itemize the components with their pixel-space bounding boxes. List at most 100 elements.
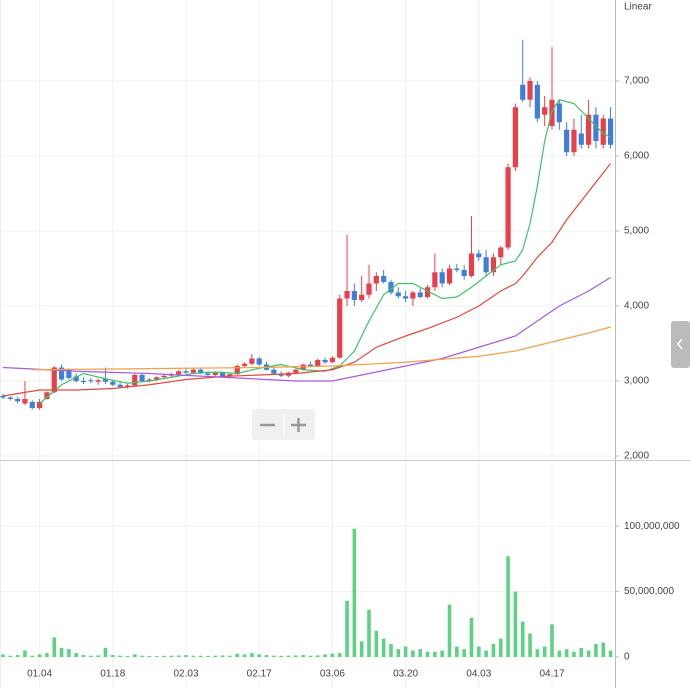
volume-bar [37,654,42,657]
volume-bar [513,591,518,657]
volume-bar [315,655,320,657]
chevron-icon [677,338,683,350]
y-tick-label: 3,000 [624,376,649,387]
volume-bar [418,649,423,657]
volume-bar [206,655,210,657]
volume-bar [359,641,364,657]
volume-bar [125,655,130,657]
candle-body [520,84,526,100]
volume-bar [162,655,166,657]
volume-bar [389,643,393,657]
candle-body [176,371,182,375]
candle-body [344,291,350,299]
volume-bar [250,653,254,657]
volume-bar [396,649,401,657]
candle-body [424,287,431,297]
candle-body [80,381,87,382]
candle-body [110,381,116,385]
volume-bar [103,647,108,657]
volume-bar [550,624,554,657]
candle-body [198,369,204,374]
candle-body [212,372,218,375]
candle-body [58,367,65,380]
x-tick-label: 04.17 [539,669,564,680]
volume-bar [542,646,547,657]
grid [0,0,619,688]
volume-bar [498,638,503,657]
side-panel-toggle[interactable] [671,321,690,368]
candle-body [102,378,109,382]
volume-bar [455,646,459,657]
x-tick-label: 02.03 [173,669,198,680]
candle-body [607,118,614,145]
volume-bar [425,651,430,657]
volume-bar [81,655,86,657]
volume-bar [23,650,27,657]
volume-bar [330,653,335,657]
candle-body [234,366,240,375]
volume-bar [111,655,115,657]
marks [0,39,614,657]
candle-body [388,282,394,293]
candle-body [15,399,21,402]
candle-body [124,385,131,387]
candle-body [322,360,328,363]
candle-body [593,114,599,141]
candle-body [534,84,540,119]
candle-body [271,369,277,374]
candle-body [498,247,504,258]
volume-bar [272,655,276,657]
volume-bar [337,653,342,657]
volume-bar [52,637,57,657]
candle-body [468,253,475,276]
candle-body [461,270,467,276]
candle-body [578,133,584,145]
candle-body [241,363,248,366]
x-tick-label: 01.04 [27,669,52,680]
y-tick-label: 4,000 [624,301,649,312]
candle-body [410,292,416,299]
volume-bar [294,655,298,657]
volume-bar [352,528,357,657]
candle-body [7,397,13,399]
volume-bar [323,654,327,657]
candle-body [315,360,321,366]
volume-bar [257,654,261,657]
volume-bar [67,649,71,657]
toggle-tab[interactable] [671,321,690,368]
candle-body [227,374,233,377]
candle-body [161,375,167,378]
zoom-in-button[interactable] [291,418,306,432]
x-tick-label: 01.18 [100,669,125,680]
volume-bar [264,655,269,657]
volume-bar [286,655,291,657]
volume-bar [140,655,144,657]
volume-bar [586,650,591,657]
moving-average-line [2,276,611,382]
volume-bar [447,604,452,657]
y-tick-label: 100,000,000 [624,521,680,532]
volume-bar [242,654,247,657]
candle-body [556,103,562,123]
candle-body [439,272,445,284]
volume-bar [440,650,444,657]
volume-bar [169,655,174,657]
candle-body [139,375,145,381]
volume-bar [220,655,225,657]
volume-bar [572,651,576,657]
candle-body [395,292,401,297]
volume-bar [235,653,240,657]
volume-bar [608,650,613,657]
candle-body [381,276,387,282]
candle-body [564,129,570,153]
candle-body [454,268,460,270]
y-tick-label: 2,000 [624,451,649,462]
candle-body [146,379,152,381]
candle-body [44,392,50,399]
candle-body [88,380,94,382]
candle-body [329,357,335,363]
volume-bar [433,651,437,657]
volume-bar [462,649,466,657]
